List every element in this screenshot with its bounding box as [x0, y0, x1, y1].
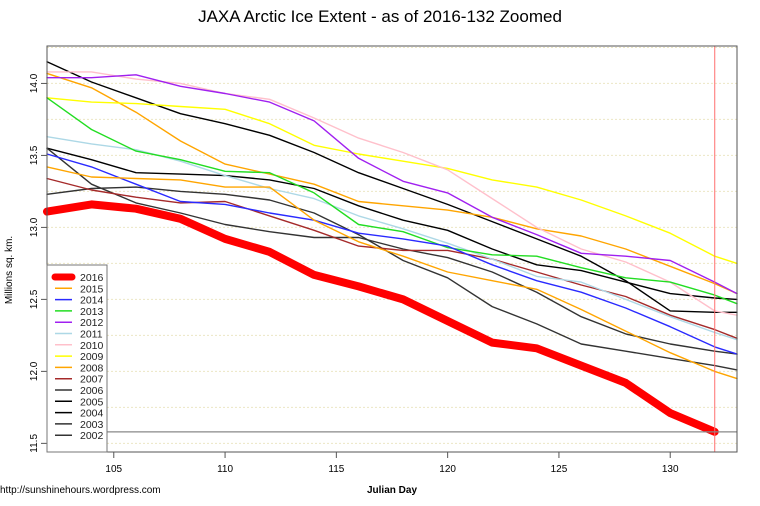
legend-item-2002: 2002 [55, 430, 104, 442]
series-line-2008 [46, 72, 738, 295]
x-axis-label: Julian Day [367, 485, 417, 496]
legend-label: 2006 [80, 385, 104, 397]
series-line-2004 [46, 147, 738, 301]
legend-item-2008: 2008 [55, 362, 104, 374]
legend-label: 2014 [80, 295, 104, 307]
legend-label: 2015 [80, 283, 104, 295]
series-line-2003 [46, 186, 738, 371]
legend-item-2003: 2003 [55, 419, 104, 431]
x-tick-label: 110 [217, 464, 233, 475]
legend-item-2013: 2013 [55, 306, 104, 318]
y-tick-label: 12.5 [29, 289, 40, 309]
legend-label: 2008 [80, 362, 104, 374]
x-tick-label: 115 [328, 464, 344, 475]
legend-label: 2010 [80, 340, 104, 352]
series-line-2012 [46, 74, 738, 295]
y-axis-label: Millions sq. km. [4, 236, 15, 304]
legend-item-2007: 2007 [55, 374, 104, 386]
legend-item-2012: 2012 [55, 317, 104, 329]
legend-item-2016: 2016 [51, 272, 104, 284]
markers [47, 46, 737, 452]
legend-item-2004: 2004 [55, 408, 104, 420]
legend-label: 2002 [80, 430, 104, 442]
legend-item-2010: 2010 [55, 340, 104, 352]
legend-item-2006: 2006 [55, 385, 104, 397]
legend-label: 2013 [80, 306, 104, 318]
series-line-2014 [46, 153, 738, 355]
grid [47, 46, 737, 444]
x-tick-label: 105 [105, 464, 122, 475]
legend-label: 2009 [80, 351, 104, 363]
legend-box [46, 264, 108, 453]
x-tick-label: 120 [439, 464, 456, 475]
legend-label: 2016 [80, 272, 104, 284]
plot-frame [46, 45, 738, 453]
legend-item-2014: 2014 [55, 295, 104, 307]
series-line-2009 [46, 97, 738, 265]
legend-label: 2007 [80, 374, 104, 386]
series-line-2013 [46, 97, 738, 305]
chart-title: JAXA Arctic Ice Extent - as of 2016-132 … [198, 7, 562, 26]
legend-item-2005: 2005 [55, 396, 104, 408]
legend-label: 2012 [80, 317, 104, 329]
legend-label: 2003 [80, 419, 104, 431]
series-line-2015 [46, 166, 738, 380]
legend-item-2009: 2009 [55, 351, 104, 363]
series-lines [43, 61, 738, 436]
y-tick-label: 11.5 [29, 434, 40, 453]
y-tick-label: 12.0 [29, 361, 40, 381]
legend-label: 2005 [80, 396, 104, 408]
series-line-2016 [43, 200, 719, 436]
y-tick-label: 13.0 [29, 217, 40, 237]
source-url: http://sunshinehours.wordpress.com [0, 485, 161, 496]
y-axis: 11.5 12.0 12.5 13.0 13.5 14.0 [29, 73, 47, 453]
x-tick-label: 125 [551, 464, 568, 475]
series-line-2011 [46, 135, 738, 341]
y-tick-label: 13.5 [29, 145, 40, 165]
legend-label: 2004 [80, 408, 104, 420]
y-tick-label: 14.0 [29, 73, 40, 93]
legend: 2016201520142013201220112010200920082007… [46, 264, 108, 453]
series-line-2006 [46, 147, 738, 355]
series-line-2007 [46, 177, 738, 339]
legend-label: 2011 [80, 329, 103, 341]
x-axis: 105 110 115 120 125 130 [105, 452, 679, 475]
series-line-2005 [46, 61, 738, 313]
x-tick-label: 130 [662, 464, 679, 475]
legend-item-2011: 2011 [55, 329, 103, 341]
legend-item-2015: 2015 [55, 283, 104, 295]
